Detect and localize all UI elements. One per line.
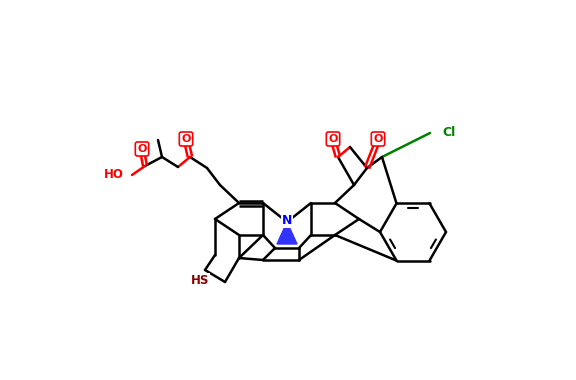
Text: O: O	[181, 134, 191, 144]
Text: HO: HO	[104, 168, 124, 182]
Polygon shape	[281, 222, 293, 242]
Text: Cl: Cl	[442, 127, 455, 139]
Text: O: O	[373, 134, 382, 144]
Text: O: O	[137, 144, 147, 154]
Polygon shape	[277, 222, 297, 244]
Text: O: O	[328, 134, 338, 144]
Text: N: N	[282, 214, 292, 228]
Text: HS: HS	[191, 274, 209, 287]
